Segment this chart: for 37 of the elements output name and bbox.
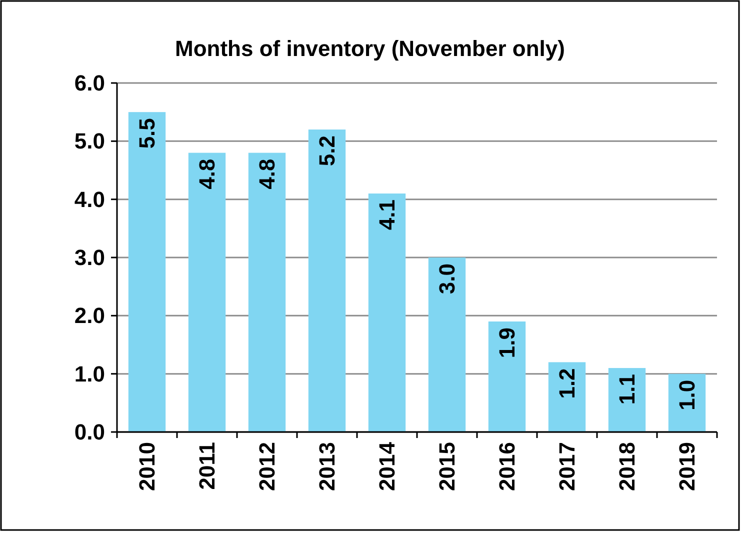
data-label: 4.8 <box>194 158 220 190</box>
bar <box>428 258 466 432</box>
x-tick-label: 2010 <box>134 442 160 491</box>
x-tick-label: 2016 <box>494 442 520 491</box>
data-label: 1.9 <box>494 327 520 358</box>
bar <box>188 152 226 432</box>
y-tick-label: 3.0 <box>74 245 105 270</box>
y-tick-label: 6.0 <box>74 70 105 96</box>
data-label: 5.2 <box>314 136 340 166</box>
y-tick-label: 2.0 <box>74 303 105 328</box>
data-label: 4.8 <box>254 158 280 190</box>
bar <box>608 368 646 432</box>
bar <box>308 130 346 432</box>
x-tick-label: 2017 <box>554 442 580 491</box>
y-tick-label: 5.0 <box>74 128 105 154</box>
x-tick-label: 2019 <box>674 442 700 491</box>
x-tick-label: 2015 <box>434 442 460 491</box>
chart-title: Months of inventory (November only) <box>175 36 565 61</box>
bar <box>368 194 406 432</box>
x-tick-label: 2012 <box>254 442 280 491</box>
data-label: 1.1 <box>614 374 640 405</box>
data-label: 1.0 <box>674 380 700 410</box>
x-tick-label: 2014 <box>374 441 400 491</box>
x-tick-label: 2013 <box>314 442 340 491</box>
bar <box>548 362 586 432</box>
data-label: 4.1 <box>374 200 400 230</box>
data-label: 3.0 <box>434 264 460 294</box>
y-tick-label: 1.0 <box>74 361 105 386</box>
y-tick-label: 4.0 <box>74 186 105 212</box>
y-tick-label: 0.0 <box>74 420 105 444</box>
bar <box>488 321 526 432</box>
data-label: 1.2 <box>554 368 580 399</box>
bar <box>248 152 286 432</box>
x-tick-label: 2018 <box>614 442 640 491</box>
bar <box>128 112 166 432</box>
data-label: 5.5 <box>134 118 160 149</box>
x-tick-label: 2011 <box>194 442 220 490</box>
